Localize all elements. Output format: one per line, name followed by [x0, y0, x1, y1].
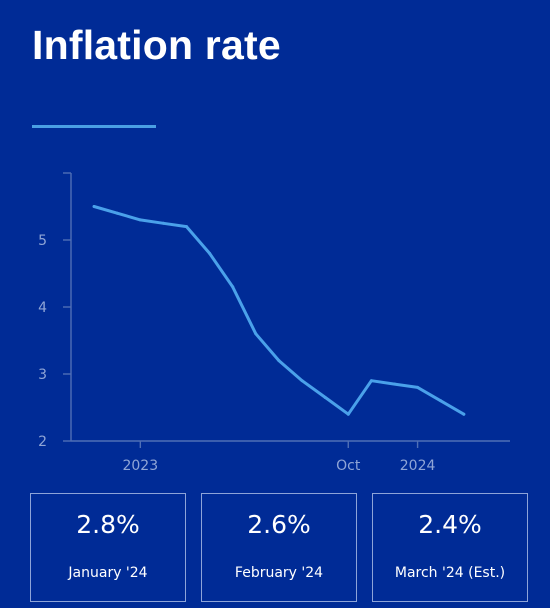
data-point: [346, 412, 350, 416]
stat-label: March '24 (Est.): [394, 565, 506, 581]
stat-value: 2.6%: [247, 510, 311, 539]
inflation-series-line: [92, 205, 466, 416]
data-point: [277, 359, 281, 363]
data-point: [161, 221, 165, 225]
data-point: [439, 399, 443, 403]
data-point: [300, 379, 304, 383]
inflation-line-chart: 2 3 4 5 2023 Oct 2024: [38, 172, 510, 474]
stat-card-january: 2.8% January '24: [30, 493, 186, 602]
y-tick-label: 3: [38, 367, 47, 383]
data-point: [138, 218, 142, 222]
data-point: [92, 205, 96, 208]
data-point: [416, 385, 420, 389]
data-point: [254, 332, 258, 336]
y-tick-label: 2: [38, 434, 47, 450]
data-point: [369, 379, 373, 383]
data-point: [392, 382, 396, 386]
stat-value: 2.8%: [76, 510, 140, 539]
x-tick-label: Oct: [336, 458, 361, 474]
stat-label: January '24: [68, 565, 148, 581]
page-title: Inflation rate: [32, 22, 281, 68]
x-tick-label: 2024: [400, 458, 436, 474]
y-tick-label: 4: [38, 300, 47, 316]
x-tick-label: 2023: [122, 458, 158, 474]
stat-value: 2.4%: [418, 510, 482, 539]
y-tick-label: 5: [38, 233, 47, 249]
data-point: [323, 395, 327, 399]
data-point: [208, 251, 212, 255]
data-point: [462, 412, 466, 416]
data-point: [115, 211, 119, 215]
data-point: [231, 285, 235, 289]
stat-card-february: 2.6% February '24: [201, 493, 357, 602]
title-accent-rule: [32, 125, 156, 128]
data-point: [185, 225, 189, 229]
stat-card-march: 2.4% March '24 (Est.): [372, 493, 528, 602]
stat-label: February '24: [234, 565, 324, 581]
